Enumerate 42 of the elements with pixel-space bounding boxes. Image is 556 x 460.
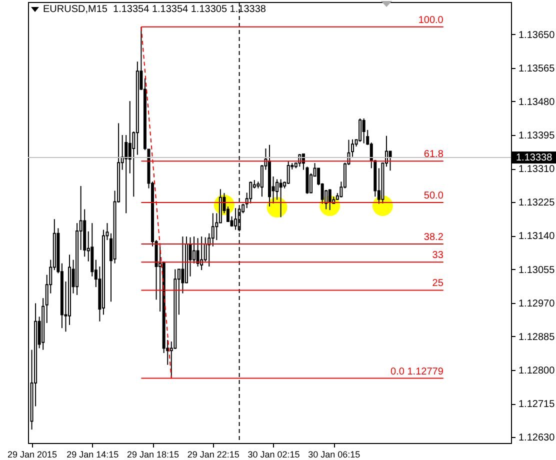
candlestick <box>388 150 392 172</box>
annotation: 61.8 <box>424 149 444 160</box>
candlestick <box>234 208 238 230</box>
x-tick-label: 29 Jan 2015 <box>8 450 58 460</box>
y-tick-label: 1.12970 <box>518 298 556 310</box>
y-tick-label: 1.13480 <box>518 96 556 108</box>
annotation: 0.0 1.12779 <box>390 366 444 378</box>
y-tick-label: 1.13055 <box>518 264 556 276</box>
x-tick-label: 29 Jan 14:15 <box>66 450 119 460</box>
candlestick <box>279 178 282 218</box>
chart-title: EURUSD,M15 1.13354 1.13354 1.13305 1.13338 <box>43 4 266 15</box>
candlestick <box>192 236 196 264</box>
annotation: 50.0 <box>424 190 444 202</box>
candlestick <box>328 188 332 211</box>
y-tick-label: 1.12885 <box>518 332 556 343</box>
candlestick <box>249 181 252 204</box>
candlestick <box>351 138 354 158</box>
candlestick <box>124 134 128 214</box>
y-tick-label: 1.13650 <box>518 30 556 41</box>
y-tick-label: 1.13310 <box>518 164 556 176</box>
y-tick-label: 1.13565 <box>518 63 556 74</box>
x-tick-label: 29 Jan 18:15 <box>127 450 180 460</box>
ref-line-label: 1.13338 <box>516 152 553 164</box>
candlestick <box>276 178 279 200</box>
x-tick-label: 30 Jan 06:15 <box>308 450 360 460</box>
candlestick <box>196 238 200 268</box>
annotation: 100.0 <box>418 14 444 26</box>
candlestick <box>286 161 290 185</box>
y-tick-label: 1.13395 <box>518 130 556 142</box>
annotation: 33 <box>432 250 444 262</box>
y-tick-label: 1.12715 <box>518 399 556 410</box>
candlestick <box>358 118 362 142</box>
y-tick-label: 1.13140 <box>518 231 556 242</box>
annotation: 38.2 <box>424 232 444 244</box>
y-tick-label: 1.12800 <box>518 365 556 376</box>
x-tick-label: 29 Jan 22:15 <box>187 450 240 460</box>
candlestick <box>211 212 214 247</box>
y-tick-label: 1.13225 <box>518 198 556 209</box>
candlestick <box>362 118 366 144</box>
y-tick-label: 1.12630 <box>518 432 556 444</box>
x-tick-label: 30 Jan 02:15 <box>248 450 300 460</box>
annotation: 25 <box>432 278 444 290</box>
